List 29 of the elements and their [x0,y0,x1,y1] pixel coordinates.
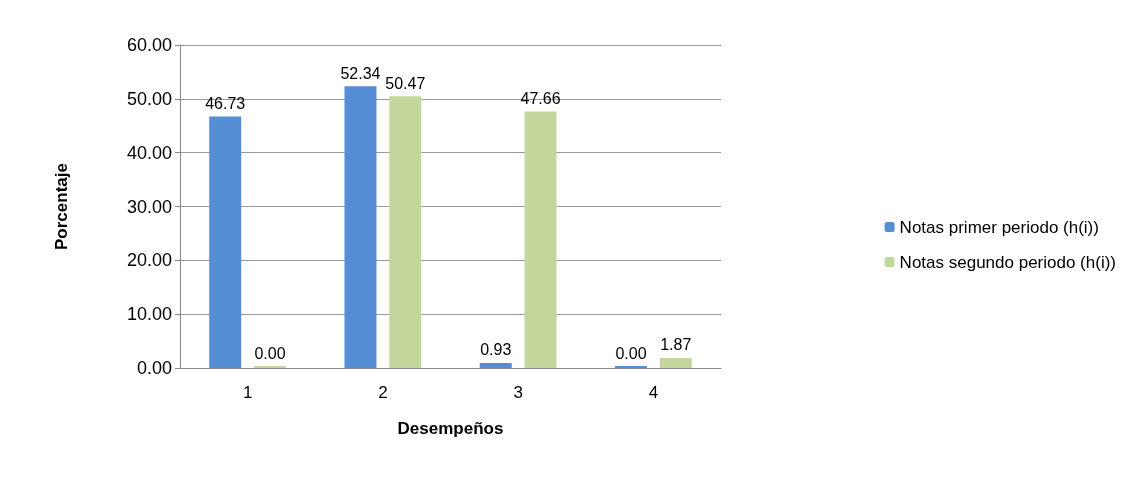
data-label: 0.00 [615,344,647,362]
data-label: 50.47 [385,74,426,92]
data-label: 46.73 [205,94,246,112]
y-tick-label: 50.00 [126,88,172,109]
data-label: 1.87 [660,336,692,354]
y-axis-title: Porcentaje [52,163,71,250]
y-tick-label: 60.00 [126,35,172,55]
y-tick-label: 10.00 [126,304,172,325]
y-tick-label: 40.00 [126,142,172,163]
data-label: 0.00 [254,344,286,362]
data-label: 0.93 [480,341,512,359]
bar [389,96,422,368]
bar [524,111,557,368]
y-tick-label: 20.00 [126,250,172,271]
legend-label: Notas segundo periodo (h(i)) [899,252,1117,272]
legend-label: Notas primer periodo (h(i)) [899,217,1099,237]
x-tick-label: 1 [242,383,253,402]
x-tick-label: 2 [378,383,388,402]
y-tick-label: 30.00 [126,196,172,217]
y-tick-label: 0.00 [136,358,172,378]
bar [209,116,242,368]
x-tick-label: 3 [513,383,523,402]
x-axis-title: Desempeños [397,419,504,438]
bar [479,362,512,368]
x-tick-label: 4 [648,383,659,402]
data-label: 52.34 [340,64,381,82]
bar [344,86,377,368]
data-label: 47.66 [520,89,561,107]
bar [659,357,692,368]
